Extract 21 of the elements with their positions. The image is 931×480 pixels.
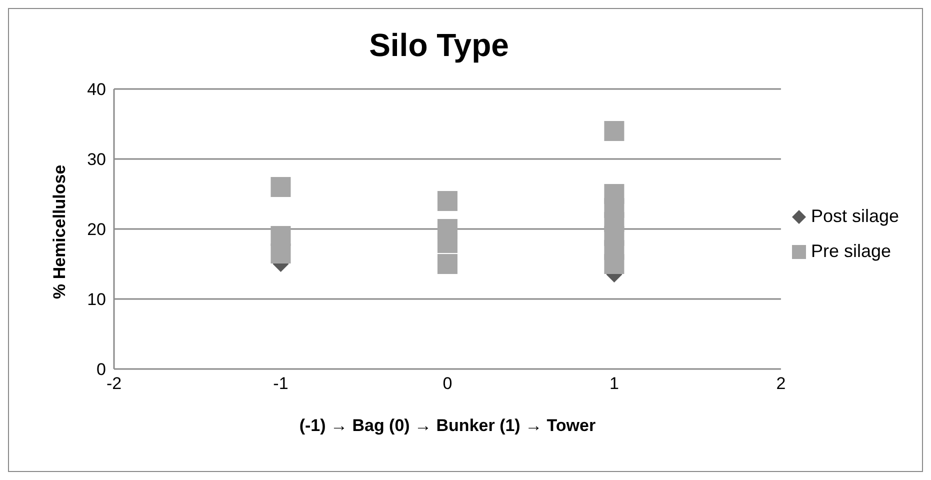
chart-title: Silo Type [368, 27, 510, 64]
y-tick-label: 40 [87, 80, 106, 100]
point [604, 254, 624, 274]
y-tick-label: 30 [87, 150, 106, 170]
x-tick-label: -2 [106, 374, 122, 394]
x-tick-label: 0 [442, 374, 452, 394]
point [437, 191, 458, 211]
point [604, 121, 624, 141]
point [437, 254, 458, 274]
legend-label: Pre silage [810, 241, 892, 262]
x-tick-label: 2 [776, 374, 786, 394]
x-tick-label: -1 [273, 374, 288, 394]
legend-label: Post silage [810, 206, 899, 227]
point [270, 177, 291, 197]
x-tick-label: 1 [609, 374, 619, 394]
y-tick-label: 10 [87, 290, 106, 310]
y-tick-label: 0 [96, 360, 106, 380]
y-axis-title: % Hemicellulose [50, 164, 70, 299]
point [270, 244, 291, 264]
y-tick-label: 20 [87, 220, 106, 240]
x-axis-title: (-1) → Bag (0) → Bunker (1) → Tower [299, 416, 596, 435]
